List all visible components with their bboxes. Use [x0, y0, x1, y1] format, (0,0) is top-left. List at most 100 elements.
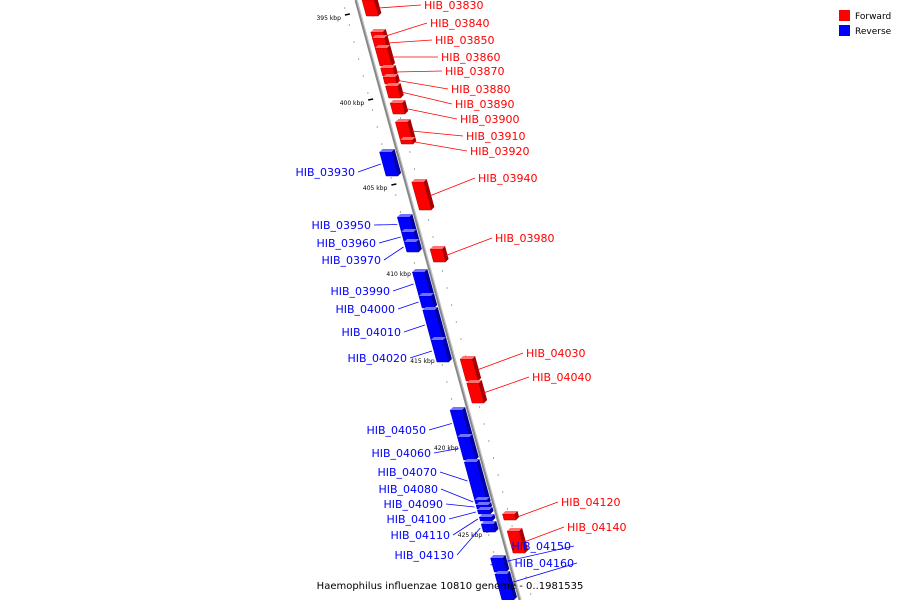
gene-label[interactable]: HIB_04160	[514, 557, 574, 570]
gene-HIB_03980[interactable]: HIB_03980	[429, 232, 555, 263]
gene-HIB_03870[interactable]: HIB_03870	[380, 65, 505, 78]
gene-label[interactable]: HIB_04090	[383, 498, 443, 511]
gene-HIB_04010[interactable]: HIB_04010	[341, 307, 446, 341]
legend: Forward Reverse	[839, 10, 892, 37]
gene-label[interactable]: HIB_03880	[451, 83, 511, 96]
gene-label[interactable]: HIB_03980	[495, 232, 555, 245]
gene-HIB_04050[interactable]: HIB_04050	[366, 407, 473, 438]
gene-label[interactable]: HIB_04080	[378, 483, 438, 496]
gene-side-face	[430, 293, 438, 308]
gene-HIB_03960[interactable]: HIB_03960	[316, 229, 420, 250]
gene-leader-line	[357, 163, 381, 173]
gene-label[interactable]: HIB_03850	[435, 34, 495, 47]
gene-HIB_03880[interactable]: HIB_03880	[382, 74, 511, 96]
gene-HIB_04110[interactable]: HIB_04110	[390, 514, 496, 542]
gene-label[interactable]: HIB_03900	[460, 113, 520, 126]
gene-HIB_04120[interactable]: HIB_04120	[502, 496, 621, 521]
gene-HIB_04070[interactable]: HIB_04070	[377, 459, 490, 501]
gene-label[interactable]: HIB_04000	[335, 303, 395, 316]
gene-label[interactable]: HIB_04130	[394, 549, 454, 562]
gene-side-face	[423, 179, 435, 210]
gene-HIB_03850[interactable]: HIB_03850	[372, 34, 495, 49]
gene-side-face	[491, 514, 496, 521]
gene-leader-line	[378, 4, 422, 9]
gene-side-face	[397, 83, 404, 98]
gene-label[interactable]: HIB_04040	[532, 371, 592, 384]
gene-HIB_03970[interactable]: HIB_03970	[321, 239, 422, 267]
gene-label[interactable]: HIB_04120	[561, 496, 621, 509]
gene-leader-line	[397, 80, 449, 90]
gene-top-face	[422, 307, 438, 310]
gene-label[interactable]: HIB_04060	[371, 447, 431, 460]
gene-leader-line	[496, 562, 578, 588]
gene-HIB_03940[interactable]: HIB_03940	[411, 172, 538, 211]
gene-side-face	[462, 407, 473, 437]
gene-side-face	[391, 149, 402, 176]
gene-HIB_04150[interactable]: HIB_04150	[490, 540, 575, 573]
gene-label[interactable]: HIB_03940	[478, 172, 538, 185]
gene-label[interactable]: HIB_04030	[526, 347, 586, 360]
gene-top-face	[476, 502, 492, 505]
gene-label[interactable]: HIB_04010	[341, 326, 401, 339]
gene-leader-line	[428, 423, 452, 431]
gene-top-face	[502, 511, 518, 514]
gene-label[interactable]: HIB_03910	[466, 130, 526, 143]
gene-HIB_03920[interactable]: HIB_03920	[399, 137, 530, 158]
gene-leader-line	[456, 527, 481, 556]
gene-leader-line	[395, 70, 443, 73]
gene-top-face	[395, 119, 411, 122]
position-mark-label: 400 kbp	[340, 100, 365, 107]
gene-leader-line	[392, 283, 414, 292]
gene-label[interactable]: HIB_04140	[567, 521, 627, 534]
gene-HIB_04030[interactable]: HIB_04030	[459, 347, 586, 382]
gene-glyphs: HIB_03830HIB_03840HIB_03850HIB_03860HIB_…	[295, 0, 627, 600]
gene-HIB_03860[interactable]: HIB_03860	[374, 45, 501, 67]
gene-top-face	[460, 356, 476, 359]
gene-label[interactable]: HIB_03890	[455, 98, 515, 111]
gene-HIB_04140[interactable]: HIB_04140	[506, 521, 627, 554]
gene-side-face	[442, 337, 452, 362]
gene-label[interactable]: HIB_03860	[441, 51, 501, 64]
gene-HIB_04060[interactable]: HIB_04060	[371, 434, 479, 461]
gene-side-face	[407, 119, 416, 140]
gene-HIB_04080[interactable]: HIB_04080	[378, 483, 491, 505]
gene-label[interactable]: HIB_04110	[390, 529, 450, 542]
gene-HIB_03900[interactable]: HIB_03900	[389, 100, 520, 126]
position-mark-label: 405 kbp	[363, 185, 388, 192]
gene-leader-line	[440, 488, 474, 503]
gene-leader-line	[409, 350, 433, 359]
gene-label[interactable]: HIB_03970	[321, 254, 381, 267]
gene-body	[477, 509, 491, 515]
gene-top-face	[474, 497, 490, 500]
gene-label[interactable]: HIB_04020	[347, 352, 407, 365]
gene-label[interactable]: HIB_03960	[316, 237, 376, 250]
gene-label[interactable]: HIB_04100	[386, 513, 446, 526]
gene-HIB_03830[interactable]: HIB_03830	[361, 0, 484, 17]
gene-label[interactable]: HIB_04050	[366, 424, 426, 437]
gene-HIB_03950[interactable]: HIB_03950	[311, 214, 417, 233]
gene-HIB_04130[interactable]: HIB_04130	[394, 521, 499, 562]
position-mark-label: 410 kbp	[386, 271, 411, 278]
gene-top-face	[401, 229, 417, 232]
gene-top-face	[457, 434, 473, 437]
gene-side-face	[478, 380, 488, 403]
gene-label[interactable]: HIB_03870	[445, 65, 505, 78]
gene-HIB_03910[interactable]: HIB_03910	[395, 119, 526, 143]
gene-HIB_03990[interactable]: HIB_03990	[330, 269, 434, 298]
gene-label[interactable]: HIB_03930	[295, 166, 355, 179]
gene-HIB_03890[interactable]: HIB_03890	[385, 83, 515, 111]
gene-HIB_04020[interactable]: HIB_04020	[347, 337, 452, 365]
gene-label[interactable]: HIB_03990	[330, 285, 390, 298]
gene-label[interactable]: HIB_03830	[424, 0, 484, 12]
gene-HIB_04160[interactable]: HIB_04160	[494, 557, 578, 600]
gene-label[interactable]: HIB_04070	[377, 466, 437, 479]
gene-side-face	[409, 214, 417, 232]
gene-leader-line	[433, 448, 459, 454]
gene-label[interactable]: HIB_03950	[311, 219, 371, 232]
gene-HIB_04040[interactable]: HIB_04040	[466, 371, 592, 404]
gene-label[interactable]: HIB_04150	[511, 540, 571, 553]
gene-HIB_03930[interactable]: HIB_03930	[295, 149, 402, 179]
gene-label[interactable]: HIB_03840	[430, 17, 490, 30]
gene-label[interactable]: HIB_03920	[470, 145, 530, 158]
